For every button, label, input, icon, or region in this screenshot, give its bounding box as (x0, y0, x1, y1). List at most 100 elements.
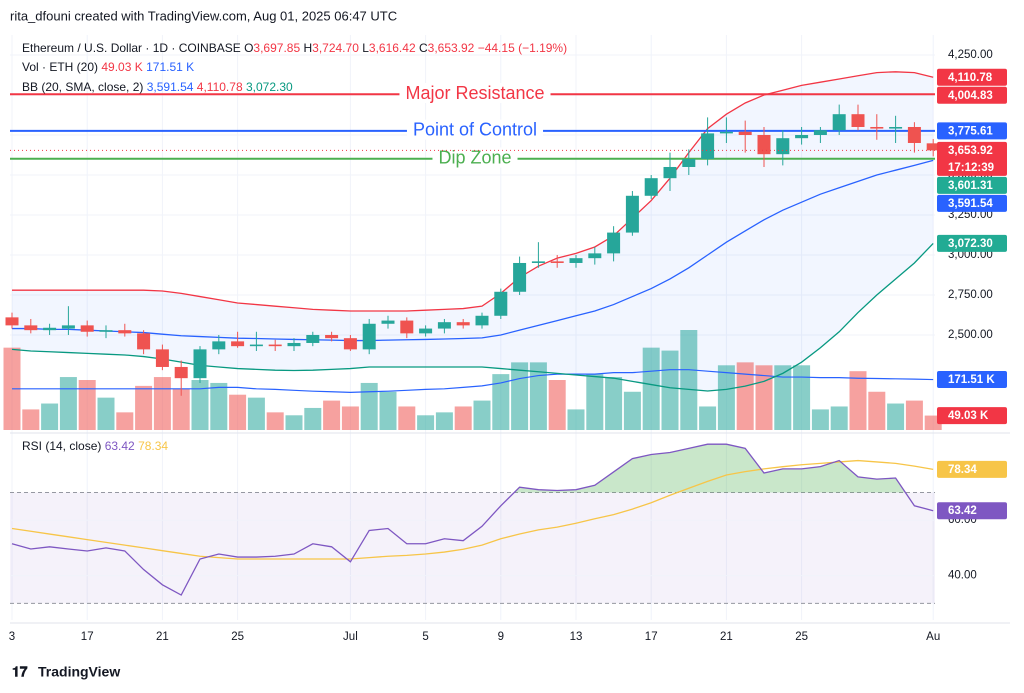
volume-bar (266, 412, 284, 430)
volume-bar (22, 409, 40, 430)
level-label-bg (399, 82, 551, 103)
candle-body (625, 195, 639, 233)
candle-body (118, 330, 132, 334)
y-tick-label: 2,500.00 (948, 329, 993, 341)
candle-body (193, 349, 207, 379)
axis-badge (937, 176, 1007, 194)
candle-body (663, 166, 677, 179)
volume-bar (135, 385, 153, 430)
candle-body (24, 325, 38, 331)
l-value: 3,616.42 (369, 41, 416, 55)
axis-badge (937, 122, 1007, 140)
volume-bar (78, 380, 96, 430)
candle-body (80, 325, 94, 332)
volume-bar (229, 394, 247, 430)
volume-bar (905, 400, 923, 430)
candle-body (174, 366, 188, 379)
x-tick-label: 9 (498, 631, 504, 643)
y-tick-label: 2,750.00 (948, 289, 993, 301)
countdown: 17:12:39 (948, 162, 994, 174)
volume-bar (41, 403, 59, 430)
legend-volume: Vol · ETH (20) 49.03 K 171.51 K (22, 60, 194, 74)
logo: 𝟏𝟕 (12, 664, 28, 680)
h-label: H (303, 41, 312, 55)
volume-bar (97, 397, 115, 430)
x-tick-label: 21 (720, 631, 733, 643)
candle-body (231, 341, 245, 347)
axis-badge (937, 194, 1007, 212)
candle-body (155, 349, 169, 367)
candle-body (644, 178, 658, 196)
candle-body (325, 334, 339, 339)
volume-bar (417, 415, 435, 430)
axis-badge-label: 4,110.78 (948, 72, 993, 84)
volume-bar (623, 391, 641, 430)
candle-body (588, 253, 602, 259)
volume-bar (849, 371, 867, 430)
x-tick-label: Au (926, 631, 940, 643)
level-label: Major Resistance (405, 83, 544, 103)
x-tick-label: 25 (231, 631, 244, 643)
y-tick-label: 4,250.00 (948, 49, 993, 61)
symbol: Ethereum / U.S. Dollar · 1D · COINBASE (22, 41, 241, 55)
candle-body (494, 291, 508, 316)
x-tick-label: 3 (9, 631, 15, 643)
level-label-bg (406, 119, 544, 140)
candle-body (306, 334, 320, 343)
volume-bar (247, 397, 265, 430)
volume-bar (360, 382, 378, 430)
volume-bar (586, 374, 604, 430)
vol-ma: 171.51 K (146, 60, 194, 74)
volume-bar (793, 365, 811, 430)
candle-body (926, 143, 940, 151)
bb-upper: 4,110.78 (197, 80, 243, 94)
candle-body (832, 114, 846, 131)
candle-body (569, 258, 583, 263)
axis-badge-label: 3,775.61 (948, 125, 993, 137)
candle-body (701, 133, 715, 159)
c-value: 3,653.92 (428, 41, 475, 55)
rsi-band (10, 492, 935, 604)
volume-bar (323, 400, 341, 430)
candle-body (381, 320, 395, 324)
volume-bar (680, 330, 698, 430)
volume-bar (830, 406, 848, 430)
level-label-bg (432, 147, 518, 168)
volume-bar (661, 350, 679, 430)
volume-bar (341, 406, 359, 430)
candle-body (757, 134, 771, 155)
x-tick-label: 13 (570, 631, 583, 643)
bb-upper-line (12, 71, 934, 312)
volume-bar (699, 406, 717, 430)
volume-bar (887, 403, 905, 430)
volume-bar (717, 365, 735, 430)
candle-body (5, 317, 19, 326)
axis-badge (937, 68, 1007, 86)
change: −44.15 (−1.19%) (478, 41, 567, 55)
x-tick-label: 21 (156, 631, 169, 643)
candle-body (907, 126, 921, 143)
x-tick-label: Jul (343, 631, 358, 643)
volume-bar (529, 362, 547, 430)
axis-badge-label: 4,004.83 (948, 90, 993, 102)
axis-badge-label: 63.42 (948, 505, 977, 517)
x-tick-label: 17 (81, 631, 94, 643)
rsi-overbought-fill (514, 444, 906, 493)
axis-badge (937, 460, 1007, 478)
candle-body (437, 322, 451, 329)
candle-body (400, 320, 414, 334)
level-label: Point of Control (413, 120, 537, 140)
volume-bar (379, 391, 397, 430)
rsi-ma-line (11, 459, 934, 560)
c-label: C (419, 41, 428, 55)
axis-badge-label: 3,591.54 (948, 198, 993, 210)
volume-bar (473, 400, 491, 430)
axis-badge-label: 78.34 (948, 464, 977, 476)
candle-body (268, 344, 282, 347)
candle-body (456, 322, 470, 326)
vol-title: Vol · ETH (20) (22, 60, 98, 74)
candle-body (475, 315, 489, 326)
axis-badge (937, 502, 1007, 520)
bb-basis: 3,591.54 (147, 80, 194, 94)
